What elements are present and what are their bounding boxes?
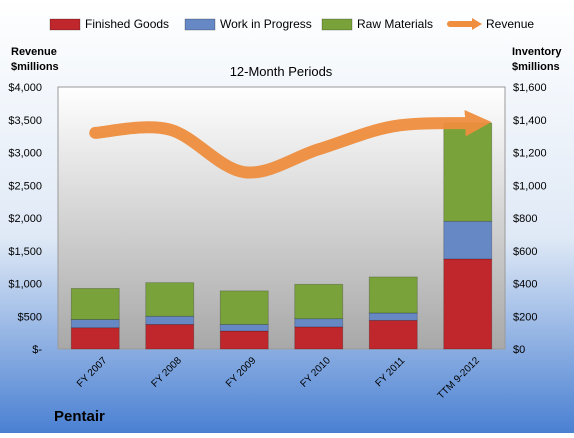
right-axis-title-line1: Inventory — [512, 46, 562, 58]
legend-label: Raw Materials — [357, 17, 433, 31]
right-tick-label: $1,400 — [513, 115, 547, 127]
bar-work-in-progress — [219, 324, 269, 332]
right-tick-label: $0 — [513, 344, 525, 356]
legend-label: Revenue — [486, 17, 534, 31]
legend: Finished Goods Work in Progress Raw Materi… — [49, 17, 534, 31]
left-tick-label: $2,000 — [8, 213, 42, 225]
legend-label: Finished Goods — [85, 17, 169, 31]
right-tick-label: $400 — [513, 279, 537, 291]
bar-work-in-progress — [294, 318, 344, 328]
bar-raw-materials — [219, 290, 269, 325]
left-axis-ticks: $- $500 $1,000 $1,500 $2,000 $2,500 $3,000 $3,5… — [8, 82, 42, 356]
bar-raw-materials — [443, 122, 493, 222]
bar-finished-goods — [70, 327, 120, 350]
bar-raw-materials — [70, 288, 120, 320]
left-tick-label: $- — [32, 344, 42, 356]
right-tick-label: $200 — [513, 311, 537, 323]
right-tick-label: $600 — [513, 246, 537, 258]
left-tick-label: $1,000 — [8, 279, 42, 291]
bar-finished-goods — [368, 319, 418, 350]
legend-swatch-finished-goods — [49, 18, 81, 31]
left-tick-label: $3,000 — [8, 148, 42, 160]
left-tick-label: $2,500 — [8, 180, 42, 192]
right-tick-label: $1,200 — [513, 148, 547, 160]
bar-work-in-progress — [443, 220, 493, 260]
legend-label: Work in Progress — [220, 17, 312, 31]
right-axis-title-line2: $millions — [512, 61, 560, 73]
bar-series-group — [70, 122, 493, 350]
bar-raw-materials — [294, 283, 344, 320]
right-tick-label: $800 — [513, 213, 537, 225]
legend-swatch-raw-materials — [321, 18, 353, 31]
bar-finished-goods — [145, 324, 195, 350]
left-tick-label: $3,500 — [8, 115, 42, 127]
left-tick-label: $1,500 — [8, 246, 42, 258]
bar-finished-goods — [219, 330, 269, 350]
revenue-line — [89, 109, 492, 179]
left-tick-label: $500 — [18, 311, 42, 323]
revenue-line-group — [89, 109, 492, 179]
company-name: Pentair — [54, 408, 105, 425]
left-axis-title-line2: $millions — [11, 61, 59, 73]
bar-work-in-progress — [368, 312, 418, 321]
left-tick-label: $4,000 — [8, 82, 42, 94]
right-tick-label: $1,000 — [513, 180, 547, 192]
right-tick-label: $1,600 — [513, 82, 547, 94]
left-axis-title-line1: Revenue — [11, 46, 57, 58]
bar-raw-materials — [145, 282, 195, 317]
bar-raw-materials — [368, 276, 418, 314]
bar-finished-goods — [443, 258, 493, 350]
bar-work-in-progress — [70, 319, 120, 329]
bar-work-in-progress — [145, 315, 195, 325]
legend-swatch-work-in-progress — [184, 18, 216, 31]
right-axis-ticks: $0 $200 $400 $600 $800 $1,000 $1,200 $1,400 $1,6… — [513, 82, 547, 356]
chart-title: 12-Month Periods — [230, 64, 333, 79]
bar-finished-goods — [294, 326, 344, 350]
legend-arrow-revenue — [472, 18, 482, 30]
